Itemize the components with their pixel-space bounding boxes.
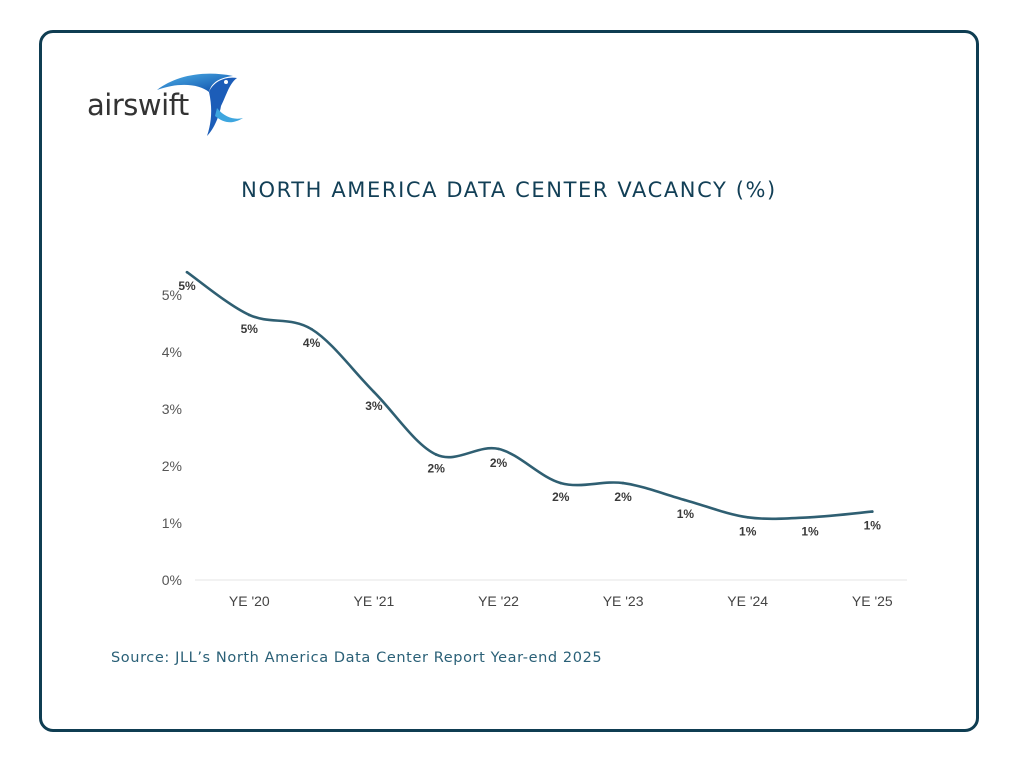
data-point <box>684 498 687 502</box>
swift-bird-icon <box>157 73 243 136</box>
chart-title: NORTH AMERICA DATA CENTER VACANCY (%) <box>241 178 777 202</box>
airswift-logo: airswift <box>87 68 247 138</box>
data-point <box>372 390 376 394</box>
data-label: 2% <box>490 456 508 470</box>
x-tick-label: YE '21 <box>353 593 394 609</box>
data-label: 5% <box>241 322 259 336</box>
y-tick-label: 4% <box>162 344 182 360</box>
data-point <box>871 510 874 513</box>
x-tick-label: YE '25 <box>852 593 893 609</box>
data-label: 5% <box>178 279 196 293</box>
data-point <box>185 270 189 274</box>
line-chart: 0% 1% 2% 3% 4% 5% YE '20 YE '21 YE '22 YE '23 YE '… <box>162 270 907 609</box>
data-point <box>497 447 500 451</box>
data-point <box>808 516 812 519</box>
logo-text: airswift <box>87 88 189 122</box>
data-label: 1% <box>801 524 819 538</box>
data-label: 4% <box>303 336 321 350</box>
y-tick-label: 0% <box>162 572 182 588</box>
data-label: 1% <box>677 507 695 521</box>
y-tick-label: 5% <box>162 287 182 303</box>
data-label: 3% <box>365 399 383 413</box>
data-label: 2% <box>614 490 632 504</box>
data-point <box>746 516 749 519</box>
data-label: 2% <box>428 462 446 476</box>
data-label: 1% <box>864 519 882 533</box>
y-tick-label: 2% <box>162 458 182 474</box>
x-tick-label: YE '20 <box>229 593 270 609</box>
x-tick-label: YE '22 <box>478 593 519 609</box>
data-point <box>310 327 313 331</box>
data-point <box>559 481 563 485</box>
data-label: 2% <box>552 490 570 504</box>
vacancy-series-line <box>185 270 874 521</box>
data-point <box>434 453 438 456</box>
data-label: 1% <box>739 524 757 538</box>
y-tick-label: 3% <box>162 401 182 417</box>
data-point <box>621 481 625 485</box>
data-point <box>248 313 251 317</box>
y-tick-label: 1% <box>162 515 182 531</box>
x-tick-label: YE '23 <box>603 593 644 609</box>
x-tick-label: YE '24 <box>727 593 768 609</box>
source-note: Source: JLL’s North America Data Center … <box>111 650 603 666</box>
chart-card: airswift NORTH AMERICA DATA CENTER VACAN… <box>39 30 979 732</box>
